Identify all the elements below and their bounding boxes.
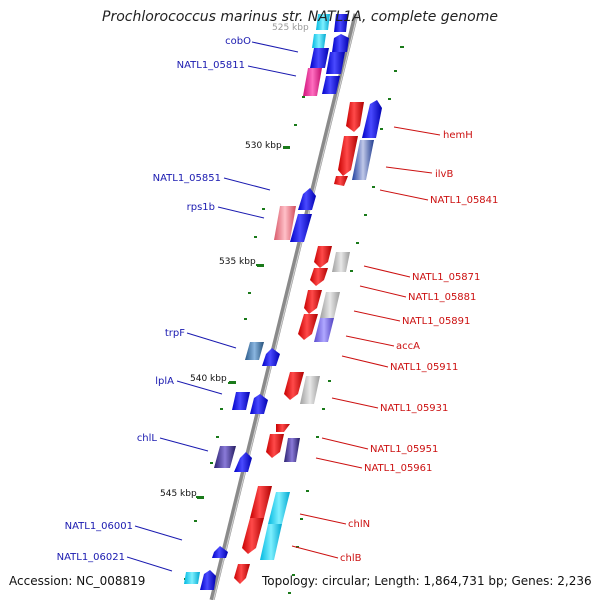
gene-arrow — [284, 372, 304, 400]
gene-arrow — [310, 268, 328, 286]
left-leader-lines — [126, 41, 299, 572]
tick-label-535: 535 kbp — [219, 257, 256, 267]
tick-marks — [197, 146, 290, 499]
gene-label-natl1-05951: NATL1_05951 — [370, 444, 438, 455]
gene-arrow — [316, 14, 330, 30]
gene-arrow — [362, 100, 382, 138]
gene-label-natl1-05811: NATL1_05811 — [177, 60, 245, 71]
tick-label-525: 525 kbp — [272, 23, 309, 33]
gene-arrow — [332, 34, 349, 52]
tick-label-530: 530 kbp — [245, 141, 282, 151]
gene-arrow — [234, 452, 252, 472]
gene-arrow — [298, 314, 318, 340]
gene-arrow — [334, 176, 348, 186]
gene-arrow — [242, 518, 264, 554]
gene-arrow — [304, 290, 322, 314]
gene-arrow — [322, 76, 340, 94]
genome-backbone — [209, 13, 359, 600]
gene-arrow — [276, 424, 290, 432]
gene-arrow — [260, 524, 282, 560]
gene-label-trpF: trpF — [165, 328, 185, 339]
gene-label-natl1-05851: NATL1_05851 — [153, 173, 221, 184]
gene-arrow — [338, 136, 358, 176]
gene-arrow — [262, 348, 280, 366]
gene-arrow — [310, 48, 329, 68]
gene-label-hemH: hemH — [443, 130, 473, 141]
gene-label-natl1-06001: NATL1_06001 — [65, 521, 133, 532]
gene-arrow — [320, 292, 340, 318]
gene-arrow — [250, 394, 268, 414]
gene-arrow — [352, 140, 374, 180]
gene-arrow — [212, 546, 228, 558]
accession-text: Accession: NC_008819 — [9, 574, 146, 588]
gene-label-rps1b: rps1b — [187, 202, 215, 213]
tick-label-540: 540 kbp — [190, 374, 227, 384]
topology-text: Topology: circular; Length: 1,864,731 bp… — [262, 574, 592, 588]
gene-arrow — [200, 570, 216, 590]
gene-arrow — [298, 188, 316, 210]
gene-label-natl1-05841: NATL1_05841 — [430, 195, 498, 206]
gene-arrow — [332, 252, 350, 272]
gene-label-chlB: chlB — [340, 553, 362, 564]
gene-label-lplA: lplA — [155, 376, 174, 387]
gene-label-ilvB: ilvB — [435, 169, 453, 180]
gene-arrow — [326, 52, 345, 74]
gene-label-natl1-06021: NATL1_06021 — [57, 552, 125, 563]
gene-label-natl1-05871: NATL1_05871 — [412, 272, 480, 283]
gene-label-cobO: cobO — [225, 36, 251, 47]
gene-arrow — [250, 486, 272, 524]
gene-label-natl1-05881: NATL1_05881 — [408, 292, 476, 303]
gene-arrow — [334, 14, 348, 32]
gene-arrow — [184, 572, 200, 584]
gene-arrow — [290, 214, 312, 242]
gene-arrow — [346, 102, 364, 132]
gene-label-natl1-05891: NATL1_05891 — [402, 316, 470, 327]
gene-arrow — [284, 438, 300, 462]
gene-arrow — [314, 318, 334, 342]
gene-arrow — [312, 34, 326, 48]
gene-arrow — [274, 206, 296, 240]
gene-arrow — [300, 376, 320, 404]
gene-arrow — [234, 564, 250, 584]
gene-label-natl1-05911: NATL1_05911 — [390, 362, 458, 373]
gene-arrow — [266, 434, 284, 458]
right-leader-lines — [291, 126, 441, 559]
gene-label-natl1-05961: NATL1_05961 — [364, 463, 432, 474]
gene-label-chlL: chlL — [137, 433, 158, 444]
gene-arrow — [314, 246, 332, 268]
gene-arrow — [245, 342, 264, 360]
gene-arrow — [214, 446, 236, 468]
gene-arrow — [268, 492, 290, 524]
tick-label-545: 545 kbp — [160, 489, 197, 499]
gene-arrow — [232, 392, 250, 410]
gene-label-accA: accA — [396, 341, 420, 352]
gene-label-natl1-05931: NATL1_05931 — [380, 403, 448, 414]
gene-label-chlN: chlN — [348, 519, 370, 530]
gene-features — [184, 14, 382, 590]
genome-title: Prochlorococcus marinus str. NATL1A, com… — [102, 9, 498, 25]
gene-arrow — [303, 68, 322, 96]
